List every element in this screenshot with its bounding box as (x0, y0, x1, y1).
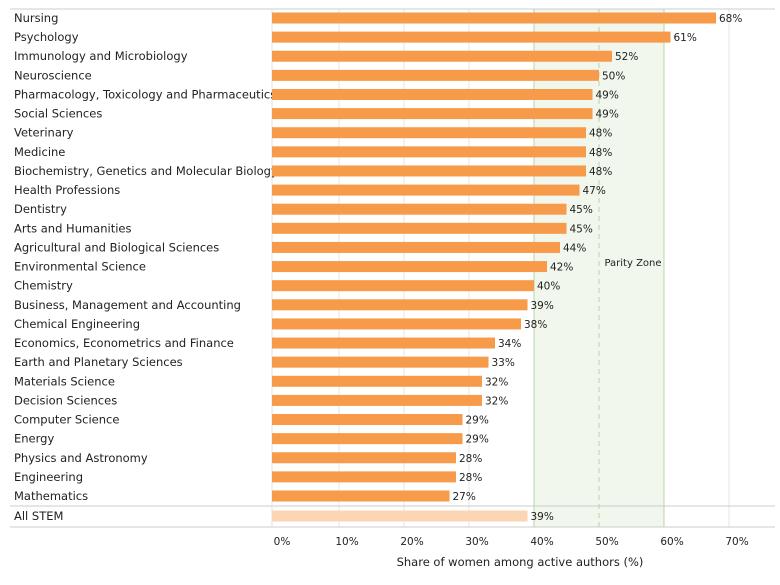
data-label: 38% (524, 319, 547, 331)
data-label: 50% (602, 70, 625, 82)
x-axis-label: Share of women among active authors (%) (397, 555, 644, 569)
data-label: 33% (492, 357, 515, 369)
bar (272, 490, 450, 502)
bar (272, 222, 567, 234)
category-label: Energy (14, 432, 54, 446)
bar (272, 88, 593, 100)
bar (272, 280, 534, 292)
category-label: Chemistry (14, 279, 73, 293)
data-label: 47% (583, 185, 606, 197)
category-label: Neuroscience (14, 68, 92, 82)
category-label: Mathematics (14, 489, 88, 503)
category-label: Nursing (14, 11, 58, 25)
x-tick-label: 0% (274, 536, 291, 548)
category-label: Arts and Humanities (14, 221, 131, 235)
data-label: 32% (485, 395, 508, 407)
bar (272, 50, 612, 62)
bar (272, 337, 495, 349)
data-label: 42% (550, 262, 573, 274)
bar (272, 356, 489, 368)
x-tick-label: 20% (400, 536, 423, 548)
bar (272, 146, 586, 158)
data-label: 48% (589, 128, 612, 140)
data-label: 29% (466, 434, 489, 446)
data-label: 45% (570, 223, 593, 235)
category-label: Materials Science (14, 374, 115, 388)
category-label: Psychology (14, 30, 79, 44)
bar (272, 69, 599, 81)
data-label: 40% (537, 281, 560, 293)
bar (272, 318, 521, 330)
x-tick-label: 40% (530, 536, 553, 548)
category-label: Health Professions (14, 183, 120, 197)
category-label: Agricultural and Biological Sciences (14, 240, 219, 254)
category-label: Decision Sciences (14, 393, 117, 407)
parity-zone-label: Parity Zone (604, 258, 661, 269)
x-tick-label: 30% (465, 536, 488, 548)
bar (272, 165, 586, 177)
data-label: 39% (531, 300, 554, 312)
summary-data-label: 39% (531, 511, 554, 523)
data-label: 52% (615, 51, 638, 63)
bar (272, 375, 482, 387)
data-label: 44% (563, 242, 586, 254)
data-label: 28% (459, 472, 482, 484)
category-label: Business, Management and Accounting (14, 298, 241, 312)
bar (272, 184, 580, 196)
data-label: 34% (498, 338, 521, 350)
data-label: 45% (570, 204, 593, 216)
category-label: Engineering (14, 470, 83, 484)
category-label: Medicine (14, 145, 65, 159)
summary-bar (272, 510, 528, 522)
category-label: Veterinary (14, 126, 74, 140)
category-label: Computer Science (14, 413, 119, 427)
category-label: Chemical Engineering (14, 317, 140, 331)
category-label: Economics, Econometrics and Finance (14, 336, 234, 350)
data-label: 29% (466, 415, 489, 427)
bar (272, 299, 528, 311)
bar (272, 414, 463, 426)
bar (272, 31, 671, 43)
bar (272, 203, 567, 215)
x-tick-label: 60% (660, 536, 683, 548)
summary-category-label: All STEM (14, 509, 63, 523)
data-label: 32% (485, 376, 508, 388)
bar (272, 394, 482, 406)
bar (272, 433, 463, 445)
data-label: 49% (596, 109, 619, 121)
data-label: 27% (453, 491, 476, 503)
category-label: Pharmacology, Toxicology and Pharmaceuti… (14, 87, 276, 101)
x-tick-label: 50% (595, 536, 618, 548)
bar (272, 241, 560, 253)
x-tick-label: 10% (335, 536, 358, 548)
category-label: Earth and Planetary Sciences (14, 355, 183, 369)
bar (272, 471, 456, 483)
data-label: 68% (719, 13, 742, 25)
bar (272, 452, 456, 464)
category-label: Dentistry (14, 202, 67, 216)
bar (272, 127, 586, 139)
bar (272, 12, 716, 24)
category-label: Social Sciences (14, 107, 102, 121)
data-label: 49% (596, 89, 619, 101)
data-label: 28% (459, 453, 482, 465)
data-label: 61% (674, 32, 697, 44)
x-tick-label: 70% (725, 536, 748, 548)
data-label: 48% (589, 147, 612, 159)
category-label: Immunology and Microbiology (14, 49, 188, 63)
data-label: 48% (589, 166, 612, 178)
category-label: Environmental Science (14, 260, 146, 274)
category-label: Biochemistry, Genetics and Molecular Bio… (14, 164, 278, 178)
category-label: Physics and Astronomy (14, 451, 148, 465)
bar (272, 108, 593, 120)
bar (272, 261, 547, 273)
